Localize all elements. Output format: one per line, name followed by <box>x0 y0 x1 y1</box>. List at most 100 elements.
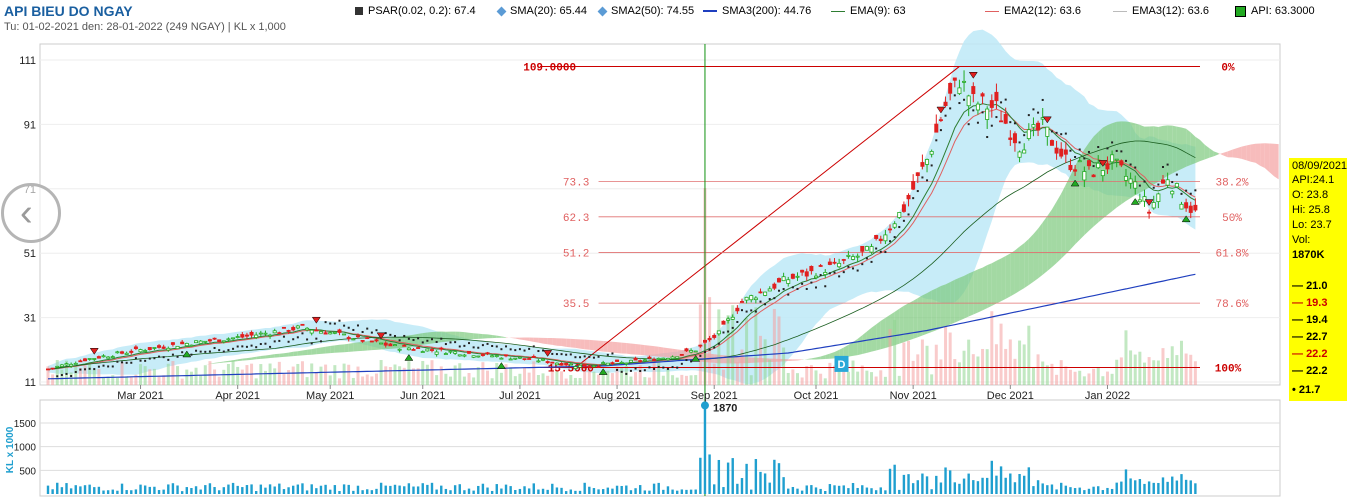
volume-bar <box>352 490 355 494</box>
volume-highlight-dot <box>700 401 709 410</box>
bg-volume-bar <box>601 374 605 385</box>
psar-dot <box>754 310 757 313</box>
psar-dot <box>930 164 933 167</box>
candle-body <box>1147 211 1152 214</box>
legend-label: PSAR(0.02, 0.2): 67.4 <box>368 5 476 17</box>
volume-bar <box>130 490 133 494</box>
bg-volume-bar <box>472 377 476 385</box>
psar-dot <box>1129 163 1132 166</box>
bg-volume-bar <box>282 373 286 385</box>
bg-volume-bar <box>342 363 346 385</box>
psar-dot <box>759 300 762 303</box>
candle-body <box>652 359 657 362</box>
psar-dot <box>153 357 156 360</box>
volume-bar <box>1120 481 1123 494</box>
candle-body <box>1086 160 1091 167</box>
cloud-segment <box>1172 125 1177 174</box>
bg-volume-bar <box>1179 340 1183 385</box>
psar-dot <box>949 107 952 110</box>
candle-body <box>1003 114 1008 124</box>
cloud-segment <box>371 340 377 351</box>
bg-volume-bar <box>1142 362 1146 385</box>
bg-volume-bar <box>495 362 499 385</box>
bg-volume-bar <box>569 375 573 385</box>
bg-volume-bar <box>860 365 864 385</box>
psar-dot <box>116 360 119 363</box>
y-tick-label: 31 <box>24 313 36 325</box>
psar-dot <box>158 355 161 358</box>
cloud-segment <box>450 331 456 342</box>
volume-bar <box>157 490 161 494</box>
panel-api: API:24.1 <box>1292 174 1335 186</box>
psar-dot <box>111 365 114 368</box>
volume-bar <box>796 488 799 494</box>
bg-volume-bar <box>1138 351 1142 385</box>
volume-bar <box>444 488 448 494</box>
cloud-segment <box>991 260 997 306</box>
cloud-segment <box>533 337 539 343</box>
candle-body <box>1096 162 1101 169</box>
candle-body <box>392 344 397 347</box>
psar-dot <box>1027 114 1030 117</box>
candle-body <box>416 347 421 349</box>
chevron-left-icon[interactable]: ‹ <box>1 183 61 243</box>
candle-body <box>1165 179 1170 186</box>
cloud-segment <box>658 346 664 357</box>
bg-volume-bar <box>638 365 642 385</box>
candle-body <box>818 265 823 267</box>
y-tick-label: 11 <box>25 377 36 389</box>
fib-price-label: 51.2 <box>563 249 589 261</box>
psar-dot <box>1092 165 1095 168</box>
cloud-segment <box>987 263 992 309</box>
psar-dot <box>171 353 174 356</box>
fib-price-label: 62.3 <box>563 213 589 225</box>
volume-bar <box>740 478 744 494</box>
volume-bar <box>60 487 64 494</box>
volume-bar <box>916 480 919 494</box>
bg-volume-bar <box>939 359 943 385</box>
bg-volume-bar <box>934 344 938 385</box>
volume-bar <box>902 474 906 494</box>
psar-dot <box>990 124 993 127</box>
cloud-segment <box>1264 143 1270 173</box>
cloud-segment <box>297 350 303 356</box>
volume-bar <box>254 491 258 494</box>
psar-dot <box>551 352 554 355</box>
candle-body <box>106 356 111 359</box>
candle-body <box>448 350 453 353</box>
volume-bar <box>588 486 591 494</box>
candle-body <box>203 340 208 343</box>
psar-dot <box>398 339 401 342</box>
candle-body <box>249 331 254 336</box>
bg-volume-bar <box>573 377 577 385</box>
bg-volume-bar <box>833 365 837 385</box>
bg-volume-bar <box>1004 348 1008 385</box>
volume-bar <box>379 482 383 494</box>
candle-body <box>786 279 791 284</box>
candle-body <box>508 358 513 361</box>
y-tick-label: 111 <box>19 55 36 67</box>
psar-dot <box>731 326 734 329</box>
volume-bar <box>356 485 360 494</box>
candle-body <box>855 255 860 258</box>
legend-item-api: API: 63.3000 <box>1235 5 1315 17</box>
sell-arrow-icon <box>543 350 553 357</box>
candle-body <box>716 330 721 335</box>
volume-bar <box>1004 477 1007 494</box>
candle-body <box>925 159 930 165</box>
volume-bar <box>824 490 827 494</box>
bg-volume-bar <box>1156 360 1160 385</box>
candle-body <box>851 256 856 260</box>
cloud-segment <box>788 359 793 362</box>
psar-dot <box>926 179 929 182</box>
cloud-segment <box>432 331 437 344</box>
candle-body <box>453 351 458 354</box>
volume-bar <box>999 466 1003 494</box>
volume-tick-label: 1000 <box>14 443 37 454</box>
bg-volume-bar <box>439 366 443 385</box>
sell-arrow-icon <box>1042 116 1052 124</box>
bg-volume-bar <box>55 360 59 385</box>
candle-body <box>550 361 555 364</box>
cloud-segment <box>1098 127 1103 223</box>
